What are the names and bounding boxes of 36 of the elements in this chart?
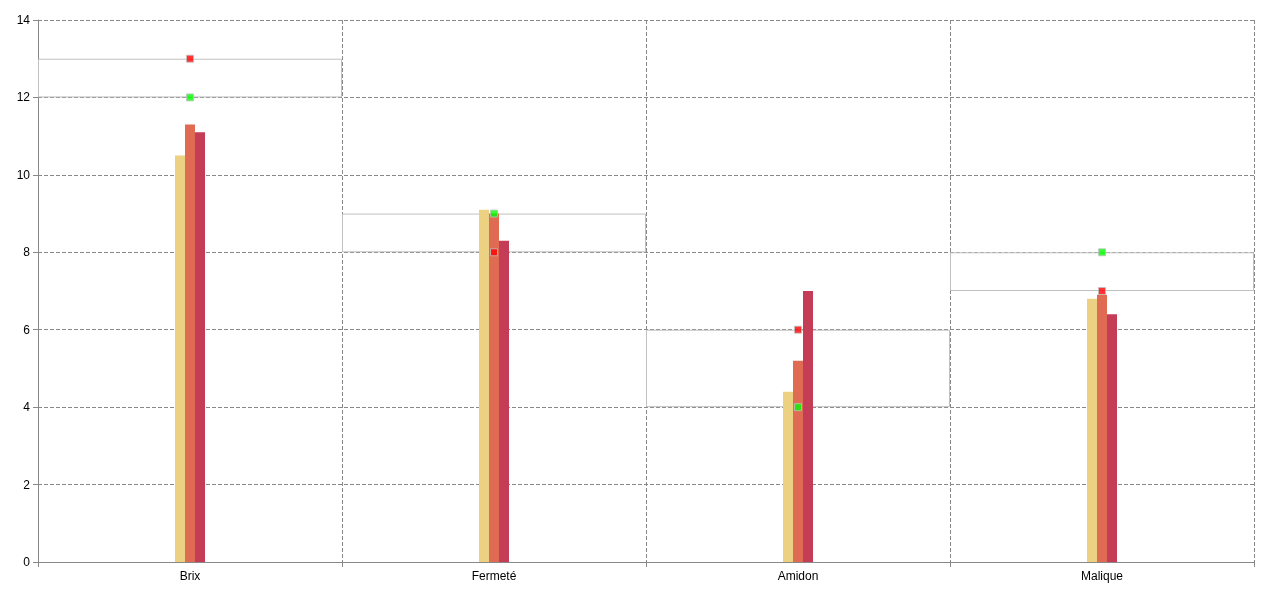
x-tick-label: Fermeté <box>471 569 517 583</box>
point <box>794 403 802 412</box>
bar <box>793 360 803 562</box>
point <box>490 248 498 257</box>
y-tick-label: 0 <box>23 555 31 569</box>
y-tick-label: 6 <box>23 322 31 337</box>
bar <box>479 209 489 562</box>
point <box>1098 287 1106 295</box>
bar <box>803 291 813 562</box>
bar <box>489 213 499 562</box>
bar <box>38 58 342 98</box>
bar <box>195 132 205 562</box>
y-tick-label: 2 <box>23 477 31 492</box>
y-tick-label: 10 <box>16 167 31 182</box>
x-tick-label: Brix <box>179 569 201 583</box>
bar <box>499 240 509 562</box>
y-tick-label: 4 <box>23 400 31 415</box>
bar <box>1097 294 1107 562</box>
bar <box>342 213 646 253</box>
bar <box>783 391 793 562</box>
point <box>186 93 194 102</box>
y-tick-label: 8 <box>23 245 31 260</box>
point <box>1098 248 1106 257</box>
point <box>794 325 802 334</box>
point <box>186 54 194 63</box>
bar <box>185 124 195 562</box>
x-tick-label: Malique <box>1080 569 1124 583</box>
point <box>490 209 498 218</box>
y-tick-label: 14 <box>16 13 31 27</box>
bar <box>1107 314 1117 562</box>
y-tick-label: 12 <box>16 90 31 105</box>
bar <box>646 329 950 408</box>
bar <box>1087 298 1097 562</box>
bar <box>175 155 185 562</box>
bar <box>950 252 1254 291</box>
x-tick-label: Amidon <box>777 569 819 583</box>
